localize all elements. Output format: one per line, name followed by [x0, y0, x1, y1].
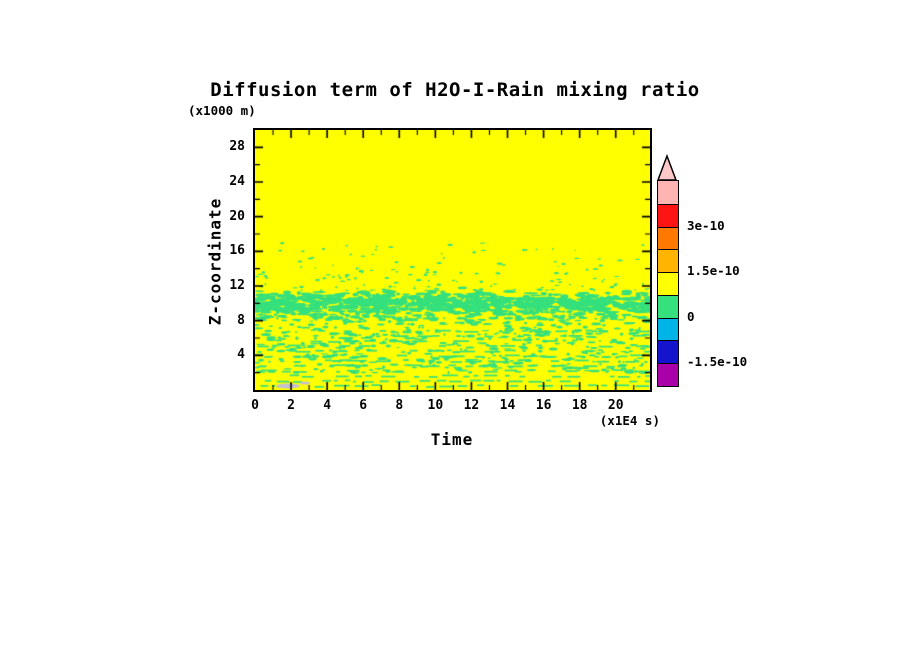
x-tick-label: 16	[535, 398, 552, 413]
colorbar-segment	[658, 340, 678, 364]
colorbar-segment	[658, 249, 678, 273]
x-tick-label: 12	[463, 398, 480, 413]
x-tick-label: 0	[251, 398, 259, 413]
colorbar-segment	[658, 203, 678, 227]
y-tick-label: 4	[237, 347, 245, 363]
colorbar-segment	[658, 294, 678, 318]
x-tick-label: 20	[607, 398, 624, 413]
contour-field-canvas	[255, 130, 650, 390]
plot-area	[253, 128, 652, 392]
x-axis-title: Time	[430, 430, 474, 449]
chart-title: Diffusion term of H2O-I-Rain mixing rati…	[210, 79, 700, 101]
x-tick-label: 18	[571, 398, 588, 413]
colorbar-pennant-icon	[656, 154, 678, 181]
x-tick-label: 4	[323, 398, 332, 413]
x-tick-label: 10	[427, 398, 444, 413]
colorbar-tick-label: 3e-10	[687, 217, 725, 233]
y-tick-label: 28	[229, 139, 245, 155]
y-tick-label: 24	[229, 174, 245, 189]
y-tick-label: 20	[229, 208, 245, 224]
y-axis-title: Z-coordinate	[205, 197, 225, 326]
x-tick-label: 6	[359, 398, 368, 413]
y-tick-label: 16	[229, 243, 245, 259]
colorbar-segment	[658, 317, 678, 341]
colorbar	[657, 180, 679, 387]
colorbar-segment	[658, 226, 678, 250]
y-tick-label: 12	[229, 278, 245, 293]
x-tick-label: 8	[395, 398, 404, 413]
y-axis-unit-label: (x1000 m)	[188, 103, 256, 118]
colorbar-tick-label: -1.5e-10	[687, 354, 748, 370]
x-axis-unit-label: (x1E4 s)	[599, 413, 660, 428]
x-tick-label: 14	[499, 398, 516, 413]
colorbar-segment	[658, 181, 678, 204]
colorbar-tick-label: 1.5e-10	[687, 263, 740, 279]
colorbar-segment	[658, 272, 678, 295]
colorbar-segment	[658, 363, 678, 386]
colorbar-tick-label: 0	[687, 308, 695, 324]
y-tick-label: 8	[237, 312, 245, 328]
x-tick-label: 2	[287, 398, 295, 413]
